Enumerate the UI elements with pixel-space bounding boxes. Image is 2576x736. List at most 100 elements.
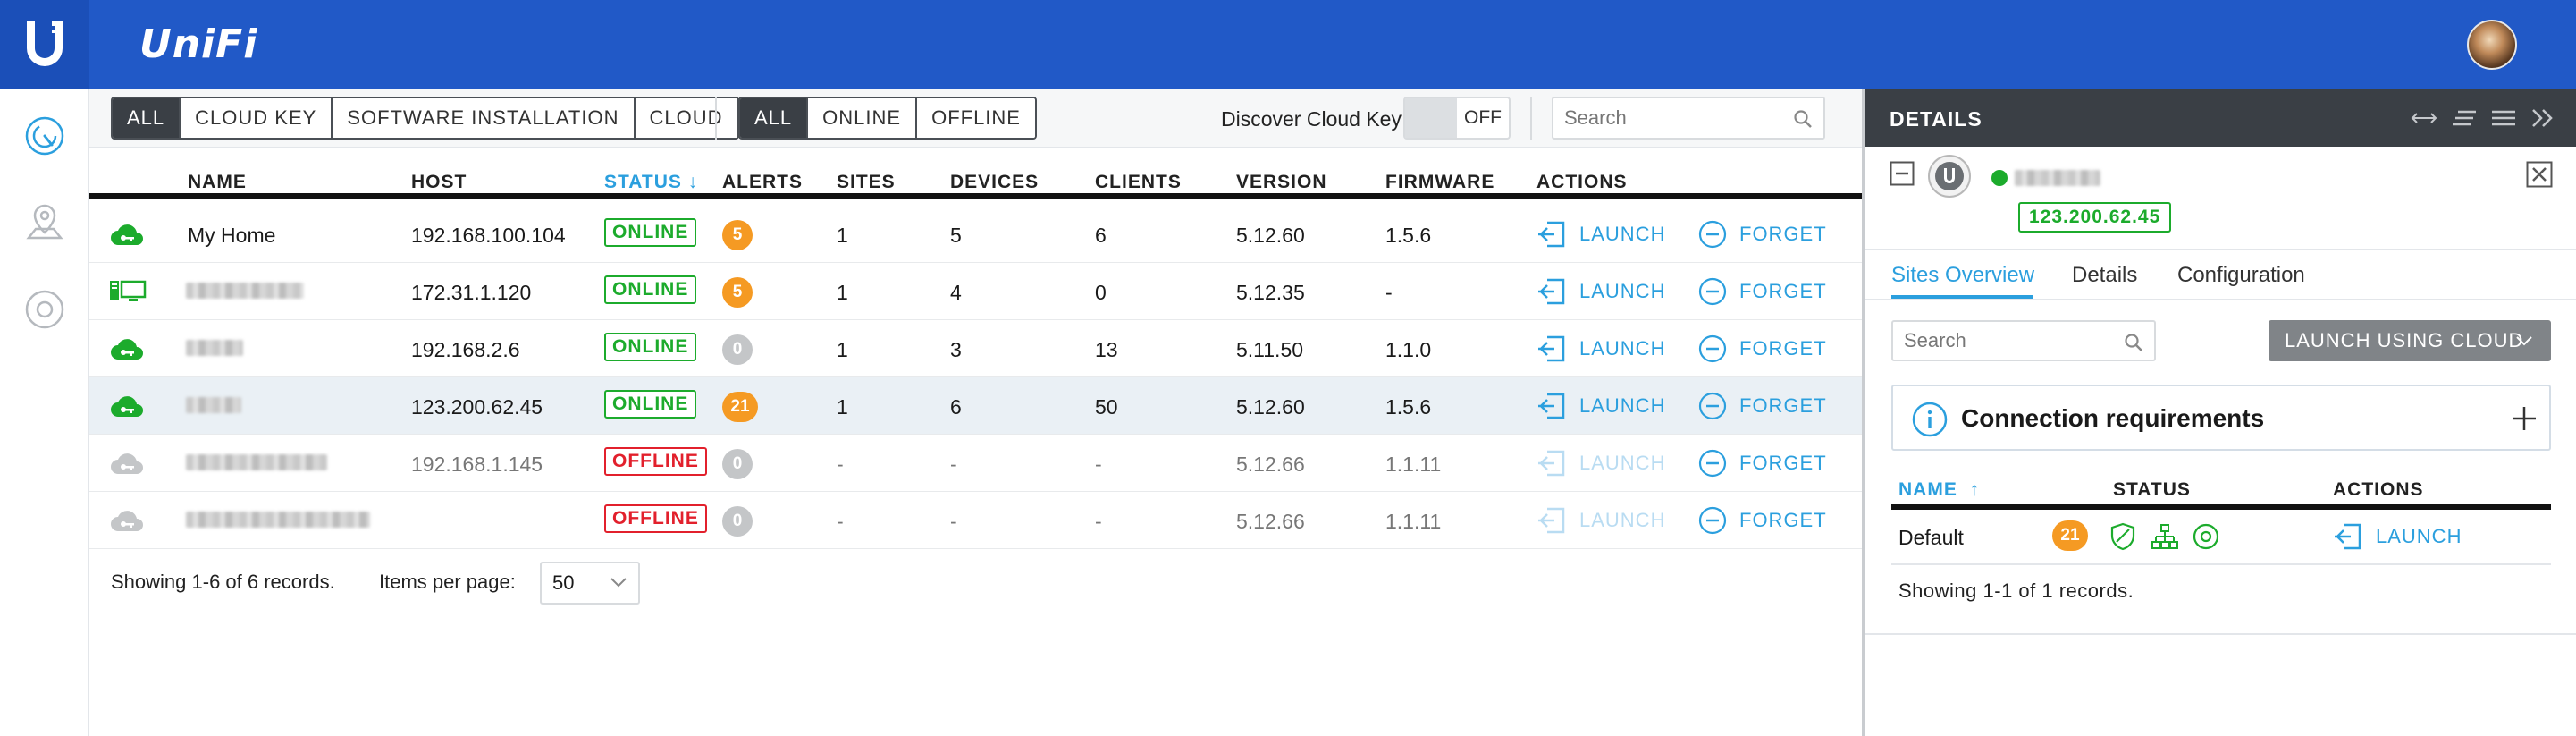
launch-using-cloud-button[interactable]: LAUNCH USING CLOUD — [2269, 320, 2551, 361]
sites-search — [1891, 320, 2156, 361]
site-launch-button[interactable]: LAUNCH — [2333, 520, 2462, 553]
sites-col-name[interactable]: NAME ↑ — [1898, 479, 1980, 501]
launch-button[interactable]: LAUNCH — [1536, 390, 1665, 422]
controller-host: 172.31.1.120 — [411, 281, 532, 304]
minus-circle-icon — [1698, 449, 1727, 478]
close-icon[interactable] — [2526, 161, 2553, 188]
forget-button[interactable]: FORGET — [1698, 333, 1827, 365]
plus-icon[interactable] — [2510, 404, 2538, 433]
sites-count: 1 — [837, 281, 848, 304]
items-per-page-select[interactable]: 50 — [540, 562, 640, 605]
expand-horizontal-icon[interactable] — [2410, 106, 2438, 131]
cloud-key-offline-icon — [111, 511, 143, 531]
launch-button[interactable]: LAUNCH — [1536, 333, 1665, 365]
tab-details[interactable]: Details — [2072, 263, 2138, 287]
col-sites[interactable]: SITES — [837, 172, 896, 192]
discover-cloud-key-label: Discover Cloud Key — [1221, 107, 1402, 131]
sites-count: 1 — [837, 224, 848, 247]
col-firmware[interactable]: FIRMWARE — [1385, 172, 1495, 192]
col-version[interactable]: VERSION — [1236, 172, 1327, 192]
controller-version: 5.12.60 — [1236, 395, 1305, 419]
filter-type-all[interactable]: ALL — [113, 98, 181, 138]
forget-button[interactable]: FORGET — [1698, 275, 1827, 308]
col-clients[interactable]: CLIENTS — [1095, 172, 1182, 192]
filter-status-offline[interactable]: OFFLINE — [917, 98, 1035, 138]
alert-count-badge[interactable]: 0 — [722, 506, 753, 537]
controller-host: 192.168.2.6 — [411, 338, 520, 361]
site-alert-badge[interactable]: 21 — [2052, 520, 2088, 551]
filter-type-cloud-key[interactable]: CLOUD KEY — [181, 98, 333, 138]
table-row[interactable]: My Home 192.168.100.104 ONLINE 5 1 5 6 5… — [89, 206, 1862, 263]
filter-status-online[interactable]: ONLINE — [808, 98, 918, 138]
sites-search-input[interactable] — [1893, 322, 2154, 360]
connection-requirements[interactable]: Connection requirements — [1891, 385, 2551, 451]
table-row-selected[interactable]: 123.200.62.45 ONLINE 21 1 6 50 5.12.60 1… — [89, 377, 1862, 435]
discover-cloud-key-toggle[interactable]: OFF — [1403, 97, 1511, 140]
launch-button[interactable]: LAUNCH — [1536, 218, 1665, 250]
ubiquiti-logo[interactable] — [0, 0, 89, 89]
connection-requirements-title: Connection requirements — [1961, 404, 2265, 432]
table-row[interactable]: 192.168.1.145 OFFLINE 0 - - - 5.12.66 1.… — [89, 435, 1862, 492]
details-title: DETAILS — [1890, 107, 1983, 131]
forget-button[interactable]: FORGET — [1698, 504, 1827, 537]
controller-firmware: 1.5.6 — [1385, 224, 1432, 247]
chevron-down-icon — [610, 578, 627, 588]
cloud-key-offline-icon — [111, 453, 143, 474]
collapse-panel-icon[interactable] — [2530, 106, 2556, 131]
table-row[interactable]: OFFLINE 0 - - - 5.12.66 1.1.11 LAUNCH FO… — [89, 492, 1862, 549]
table-row[interactable]: 192.168.2.6 ONLINE 0 1 3 13 5.11.50 1.1.… — [89, 320, 1862, 377]
redacted-device-name — [2015, 170, 2100, 186]
type-filter: ALL CLOUD KEY SOFTWARE INSTALLATION CLOU… — [111, 97, 739, 140]
user-avatar[interactable] — [2467, 20, 2517, 70]
status-badge: ONLINE — [604, 333, 697, 361]
sites-col-status[interactable]: STATUS — [2113, 479, 2191, 500]
alert-count-badge[interactable]: 0 — [722, 449, 753, 479]
redacted-name — [186, 283, 304, 299]
col-name[interactable]: NAME — [188, 172, 247, 192]
controller-firmware: 1.1.11 — [1385, 453, 1442, 476]
launch-button[interactable]: LAUNCH — [1536, 275, 1665, 308]
alert-count-badge[interactable]: 0 — [722, 334, 753, 365]
filter-type-cloud[interactable]: CLOUD — [635, 98, 737, 138]
site-name: Default — [1898, 526, 1964, 549]
top-bar: UniFi — [0, 0, 2576, 89]
clients-count: - — [1095, 510, 1102, 533]
collapse-minus-icon[interactable] — [1890, 161, 1915, 186]
target-icon[interactable] — [23, 288, 66, 331]
list-icon[interactable] — [2490, 106, 2517, 131]
col-host[interactable]: HOST — [411, 172, 467, 192]
col-devices[interactable]: DEVICES — [950, 172, 1040, 192]
devices-count: - — [950, 453, 957, 476]
launch-using-cloud-label: LAUNCH USING CLOUD — [2285, 329, 2524, 351]
col-status[interactable]: STATUS ↓ — [604, 172, 698, 193]
filter-status-all[interactable]: ALL — [740, 98, 809, 138]
launch-button-disabled: LAUNCH — [1536, 447, 1665, 479]
sites-count: - — [837, 510, 844, 533]
launch-label: LAUNCH — [1579, 452, 1666, 474]
forget-button[interactable]: FORGET — [1698, 390, 1827, 422]
status-badge: OFFLINE — [604, 447, 707, 476]
compact-list-icon[interactable] — [2451, 106, 2478, 131]
search-input[interactable] — [1553, 98, 1823, 138]
dashboard-gauge-icon[interactable] — [23, 114, 66, 157]
table-row[interactable]: 172.31.1.120 ONLINE 5 1 4 0 5.12.35 - LA… — [89, 263, 1862, 320]
launch-label: LAUNCH — [1579, 337, 1666, 360]
target-icon — [2193, 523, 2219, 550]
clients-count: 13 — [1095, 338, 1118, 361]
map-pin-icon[interactable] — [23, 200, 66, 243]
tab-sites-overview[interactable]: Sites Overview — [1891, 263, 2035, 287]
records-count: Showing 1-6 of 6 records. — [111, 571, 335, 593]
forget-button[interactable]: FORGET — [1698, 447, 1827, 479]
alert-count-badge[interactable]: 21 — [722, 392, 758, 422]
forget-button[interactable]: FORGET — [1698, 218, 1827, 250]
clients-count: - — [1095, 453, 1102, 476]
sites-records-count: Showing 1-1 of 1 records. — [1898, 579, 2134, 602]
site-row[interactable]: Default 21 LAUNCH — [1891, 510, 2551, 565]
filter-type-software-installation[interactable]: SOFTWARE INSTALLATION — [333, 98, 636, 138]
alert-count-badge[interactable]: 5 — [722, 277, 753, 308]
selected-device: 123.200.62.45 — [1865, 147, 2576, 250]
tab-configuration[interactable]: Configuration — [2177, 263, 2305, 287]
col-alerts[interactable]: ALERTS — [722, 172, 803, 192]
cloud-key-online-icon — [111, 224, 143, 245]
alert-count-badge[interactable]: 5 — [722, 220, 753, 250]
